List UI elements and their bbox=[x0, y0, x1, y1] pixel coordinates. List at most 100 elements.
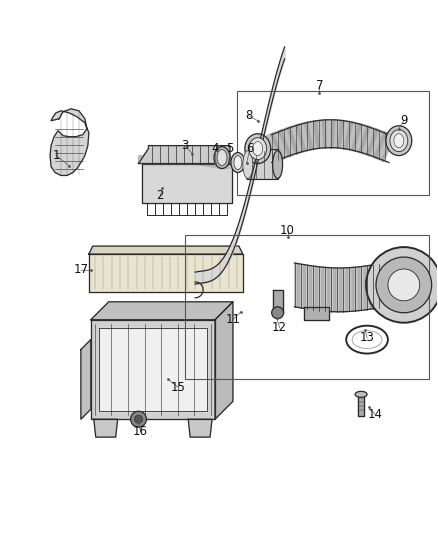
Polygon shape bbox=[331, 120, 334, 148]
Polygon shape bbox=[94, 419, 118, 437]
Polygon shape bbox=[304, 123, 312, 150]
Polygon shape bbox=[382, 135, 394, 161]
Ellipse shape bbox=[386, 126, 412, 156]
Polygon shape bbox=[285, 128, 296, 155]
Polygon shape bbox=[307, 122, 314, 150]
Polygon shape bbox=[361, 266, 363, 310]
Polygon shape bbox=[320, 267, 322, 311]
Polygon shape bbox=[370, 130, 382, 157]
Polygon shape bbox=[345, 268, 346, 312]
Polygon shape bbox=[336, 268, 337, 312]
Polygon shape bbox=[50, 109, 89, 175]
Polygon shape bbox=[348, 123, 356, 150]
Polygon shape bbox=[305, 265, 307, 309]
Polygon shape bbox=[296, 263, 297, 308]
Polygon shape bbox=[300, 264, 302, 308]
Text: 7: 7 bbox=[316, 79, 323, 92]
Polygon shape bbox=[318, 120, 323, 148]
Polygon shape bbox=[277, 131, 289, 158]
Polygon shape bbox=[302, 264, 304, 309]
Polygon shape bbox=[343, 268, 345, 312]
Polygon shape bbox=[359, 126, 369, 153]
Text: 1: 1 bbox=[52, 149, 60, 162]
Ellipse shape bbox=[243, 151, 253, 179]
Circle shape bbox=[131, 411, 146, 427]
Polygon shape bbox=[299, 264, 300, 308]
Polygon shape bbox=[308, 265, 310, 309]
Polygon shape bbox=[310, 265, 311, 310]
Polygon shape bbox=[366, 128, 378, 156]
Polygon shape bbox=[374, 132, 386, 158]
Polygon shape bbox=[337, 268, 339, 312]
Text: 16: 16 bbox=[133, 425, 148, 438]
Polygon shape bbox=[380, 134, 392, 161]
Polygon shape bbox=[91, 302, 233, 320]
Polygon shape bbox=[363, 127, 374, 154]
Polygon shape bbox=[89, 254, 243, 292]
Polygon shape bbox=[322, 267, 323, 311]
Polygon shape bbox=[281, 130, 293, 156]
Polygon shape bbox=[291, 126, 302, 153]
Polygon shape bbox=[266, 135, 279, 161]
Text: 4: 4 bbox=[211, 142, 219, 155]
Polygon shape bbox=[293, 125, 304, 152]
Polygon shape bbox=[357, 267, 358, 311]
Polygon shape bbox=[81, 340, 91, 419]
Text: 17: 17 bbox=[74, 263, 88, 277]
Polygon shape bbox=[355, 267, 357, 311]
Polygon shape bbox=[311, 121, 318, 149]
Polygon shape bbox=[343, 121, 350, 149]
Polygon shape bbox=[372, 131, 384, 158]
Polygon shape bbox=[329, 120, 331, 148]
Ellipse shape bbox=[390, 130, 408, 151]
Ellipse shape bbox=[273, 151, 283, 179]
Circle shape bbox=[272, 307, 283, 319]
Polygon shape bbox=[275, 132, 286, 158]
Polygon shape bbox=[316, 120, 321, 148]
Polygon shape bbox=[294, 263, 296, 307]
Polygon shape bbox=[357, 125, 367, 152]
Polygon shape bbox=[375, 264, 376, 309]
Polygon shape bbox=[358, 266, 360, 311]
Polygon shape bbox=[376, 264, 378, 308]
Polygon shape bbox=[331, 268, 332, 312]
Polygon shape bbox=[364, 128, 376, 155]
Ellipse shape bbox=[253, 142, 263, 156]
Polygon shape bbox=[327, 120, 329, 148]
Polygon shape bbox=[333, 120, 336, 148]
Polygon shape bbox=[314, 266, 316, 310]
Polygon shape bbox=[376, 133, 388, 159]
Ellipse shape bbox=[231, 152, 245, 173]
Polygon shape bbox=[360, 266, 361, 311]
Polygon shape bbox=[325, 120, 328, 148]
Polygon shape bbox=[342, 268, 343, 312]
Polygon shape bbox=[319, 266, 320, 311]
Polygon shape bbox=[272, 133, 285, 159]
Polygon shape bbox=[138, 149, 230, 168]
Polygon shape bbox=[99, 328, 207, 411]
Bar bbox=[185, 235, 429, 379]
Circle shape bbox=[366, 247, 438, 322]
Polygon shape bbox=[346, 122, 354, 150]
Polygon shape bbox=[332, 268, 334, 312]
Polygon shape bbox=[91, 320, 215, 419]
Polygon shape bbox=[309, 122, 316, 149]
Polygon shape bbox=[373, 264, 375, 309]
Polygon shape bbox=[339, 268, 340, 312]
Polygon shape bbox=[378, 264, 379, 308]
Polygon shape bbox=[341, 121, 347, 149]
Polygon shape bbox=[369, 265, 370, 309]
Text: 12: 12 bbox=[272, 321, 287, 334]
Text: 14: 14 bbox=[367, 408, 382, 421]
Polygon shape bbox=[316, 266, 317, 310]
Polygon shape bbox=[346, 268, 348, 312]
Polygon shape bbox=[326, 268, 328, 311]
Polygon shape bbox=[302, 123, 311, 150]
Polygon shape bbox=[349, 268, 350, 311]
Polygon shape bbox=[379, 263, 381, 308]
Circle shape bbox=[134, 415, 142, 423]
Polygon shape bbox=[334, 268, 336, 312]
Ellipse shape bbox=[214, 147, 230, 168]
Polygon shape bbox=[339, 120, 345, 148]
Polygon shape bbox=[300, 123, 309, 151]
